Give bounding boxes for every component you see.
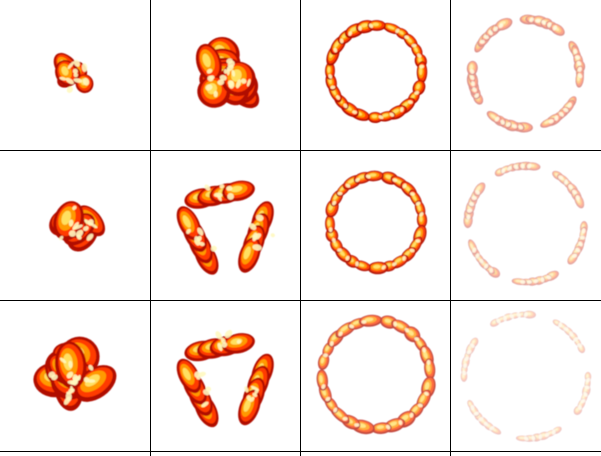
frame-r3-c4-fading-ring bbox=[460, 310, 592, 442]
frame-r2-c3-ring bbox=[325, 170, 428, 275]
frame-r2-c4-fading-ring bbox=[463, 161, 588, 286]
frame-r2-c2-burst bbox=[176, 180, 275, 275]
frames-layer bbox=[33, 14, 592, 442]
frame-r2-c1-ignition bbox=[49, 201, 106, 252]
frame-r3-c2-burst bbox=[176, 329, 274, 428]
frame-r1-c4-fading-ring bbox=[466, 14, 586, 133]
frame-r3-c3-ring bbox=[316, 314, 436, 435]
frame-r3-c1-fireball bbox=[33, 336, 117, 411]
frame-r1-c2-fireball bbox=[195, 36, 260, 109]
frame-r1-c3-ring bbox=[325, 20, 428, 124]
frame-r1-c1-ignition bbox=[53, 52, 94, 94]
